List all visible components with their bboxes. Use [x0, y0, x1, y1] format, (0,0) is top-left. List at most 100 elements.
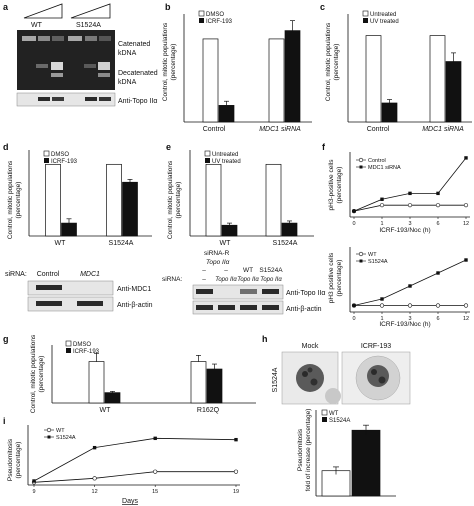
category-c-mdc1: MDC1 siRNA — [422, 126, 464, 133]
legend-b-dmso: DMSO — [206, 12, 224, 18]
xtick-label-f-top-4: 12 — [463, 221, 469, 227]
blot-lane-e-4: Topo IIα — [260, 277, 282, 283]
point-f-top-0-4 — [463, 203, 469, 208]
category-b-mdc1: MDC1 siRNA — [259, 126, 301, 133]
blot-top-lane-e-2: – — [224, 267, 228, 274]
point-f-top-1-4 — [464, 156, 468, 160]
legend-marker-f-control — [358, 157, 364, 163]
ylabel-f-bottom-line1: pH3 positive cells — [328, 252, 335, 303]
legend-c-uv: UV treated — [370, 19, 399, 25]
mdc1-blot-strip — [27, 280, 114, 296]
ylabel-f-bottom-line2: (percentage) — [336, 260, 343, 297]
category-e-wt: WT — [220, 240, 232, 247]
catenated-kdna-label: kDNA — [118, 50, 137, 57]
panel-letter-i: i — [3, 416, 6, 426]
bar-e-1-1 — [281, 222, 298, 237]
point-f-top-1-3 — [436, 191, 440, 196]
catenated-label: Catenated — [118, 41, 150, 48]
xtick-label-i-1: 12 — [92, 489, 98, 495]
panel-letter-e: e — [166, 142, 171, 152]
xtick-label-i-0: 9 — [32, 489, 35, 495]
blot-lane-e-1: – — [202, 276, 206, 283]
lane-label-wt: WT — [31, 22, 43, 29]
legend-marker-i-s1524a — [47, 435, 51, 439]
xtick-label-f-top-3: 6 — [436, 221, 439, 227]
image-title-mock: Mock — [302, 343, 319, 350]
point-i-1-3 — [234, 437, 238, 442]
ylabel-g-line2: (percentage) — [38, 356, 45, 393]
lane-label-s1524a: S1524A — [76, 22, 101, 29]
series-line-i-0 — [33, 471, 236, 483]
chart-b — [183, 14, 312, 123]
gel-bands — [22, 36, 111, 77]
point-f-bottom-1-3 — [436, 271, 440, 275]
blot-lane-d-control: Control — [37, 271, 60, 278]
point-f-top-0-2 — [407, 203, 413, 208]
xlabel-i: Days — [122, 498, 138, 505]
topo-blot-strip — [16, 92, 116, 107]
xtick-label-f-bottom-0: 0 — [352, 316, 355, 322]
ylabel-c-line1: Control, mitotic populations — [325, 22, 332, 101]
ylabel-i-line1: Pseudomitosis — [7, 438, 14, 481]
chart-h — [315, 410, 396, 497]
legend-e-uv: UV treated — [212, 159, 241, 165]
panel-letter-g: g — [3, 334, 9, 344]
ylabel-d-line2: (percentage) — [15, 182, 22, 219]
actin-blot-band-e3 — [240, 305, 257, 310]
topo-blot-band-e4 — [262, 289, 279, 294]
legend-f-control: Control — [368, 158, 386, 164]
bar-c-1-0 — [429, 35, 446, 123]
series-line-f-bottom-1 — [353, 259, 467, 306]
xtick-label-i-2: 15 — [152, 489, 158, 495]
legend-i-wt: WT — [56, 428, 65, 434]
point-i-0-1 — [92, 476, 97, 481]
blot-lane-e-2: Topo IIα — [215, 277, 237, 283]
blot-lane-e-3: Topo IIα — [237, 277, 259, 283]
category-e-s1524a: S1524A — [273, 240, 298, 247]
xtick-label-i-3: 19 — [233, 489, 239, 495]
bar-d-0-0 — [45, 163, 61, 237]
bar-b-0-1 — [218, 105, 235, 123]
legend-swatch-h-s1524a — [322, 417, 327, 422]
ylabel-i-line2: (percentage) — [15, 442, 22, 479]
xtick-label-f-bottom-1: 1 — [380, 316, 383, 322]
panel-letter-a: a — [3, 2, 9, 12]
bar-b-0-0 — [202, 38, 219, 123]
ylabel-d-line1: Control, mitotic populations — [7, 160, 14, 239]
point-i-1-1 — [92, 445, 97, 450]
xtick-label-f-bottom-2: 3 — [408, 316, 411, 322]
panel-letter-c: c — [320, 2, 325, 12]
bar-c-0-1 — [381, 102, 398, 123]
ylabel-b-line2: (percentage) — [170, 44, 177, 81]
ylabel-h-line2: fold of increase (percentage) — [305, 409, 312, 492]
blot-top-lane-e-1: – — [202, 267, 206, 274]
actin-blot-strip-e — [192, 300, 284, 315]
anti-actin-label-e: Anti-β-actin — [286, 306, 322, 313]
legend-swatch-d-icrf — [44, 158, 49, 163]
xtick-label-f-top-1: 1 — [380, 221, 383, 227]
legend-marker-f-s1524a — [359, 259, 363, 263]
image-title-icrf: ICRF-193 — [361, 343, 391, 350]
legend-g-dmso: DMSO — [73, 342, 91, 348]
legend-f-s1524a: S1524A — [368, 259, 388, 265]
legend-marker-f-mdc1 — [359, 165, 363, 169]
xtick-label-f-top-2: 3 — [408, 221, 411, 227]
category-c-control: Control — [367, 126, 390, 133]
category-b-control: Control — [203, 126, 226, 133]
decatenated-kdna-label: kDNA — [118, 79, 137, 86]
legend-g-icrf: ICRF-193 — [73, 349, 100, 355]
legend-b-icrf: ICRF-193 — [206, 19, 233, 25]
chart-d — [28, 150, 152, 237]
point-f-bottom-0-3 — [435, 303, 441, 308]
anti-actin-label-d: Anti-β-actin — [117, 302, 153, 309]
point-f-bottom-0-1 — [379, 303, 385, 308]
chart-f-bottom: 0 1 3 6 12 — [349, 247, 470, 322]
point-f-top-1-0 — [352, 209, 356, 213]
ylabel-h-line1: Pseudomitosis — [297, 428, 304, 471]
legend-c-untreated: Untreated — [370, 12, 396, 18]
actin-blot-band-e2 — [218, 305, 235, 310]
legend-h-wt: WT — [329, 411, 339, 417]
point-i-0-3 — [233, 469, 239, 474]
micrograph-mock — [281, 351, 341, 405]
side-label-s1524a: S1524A — [272, 367, 279, 392]
